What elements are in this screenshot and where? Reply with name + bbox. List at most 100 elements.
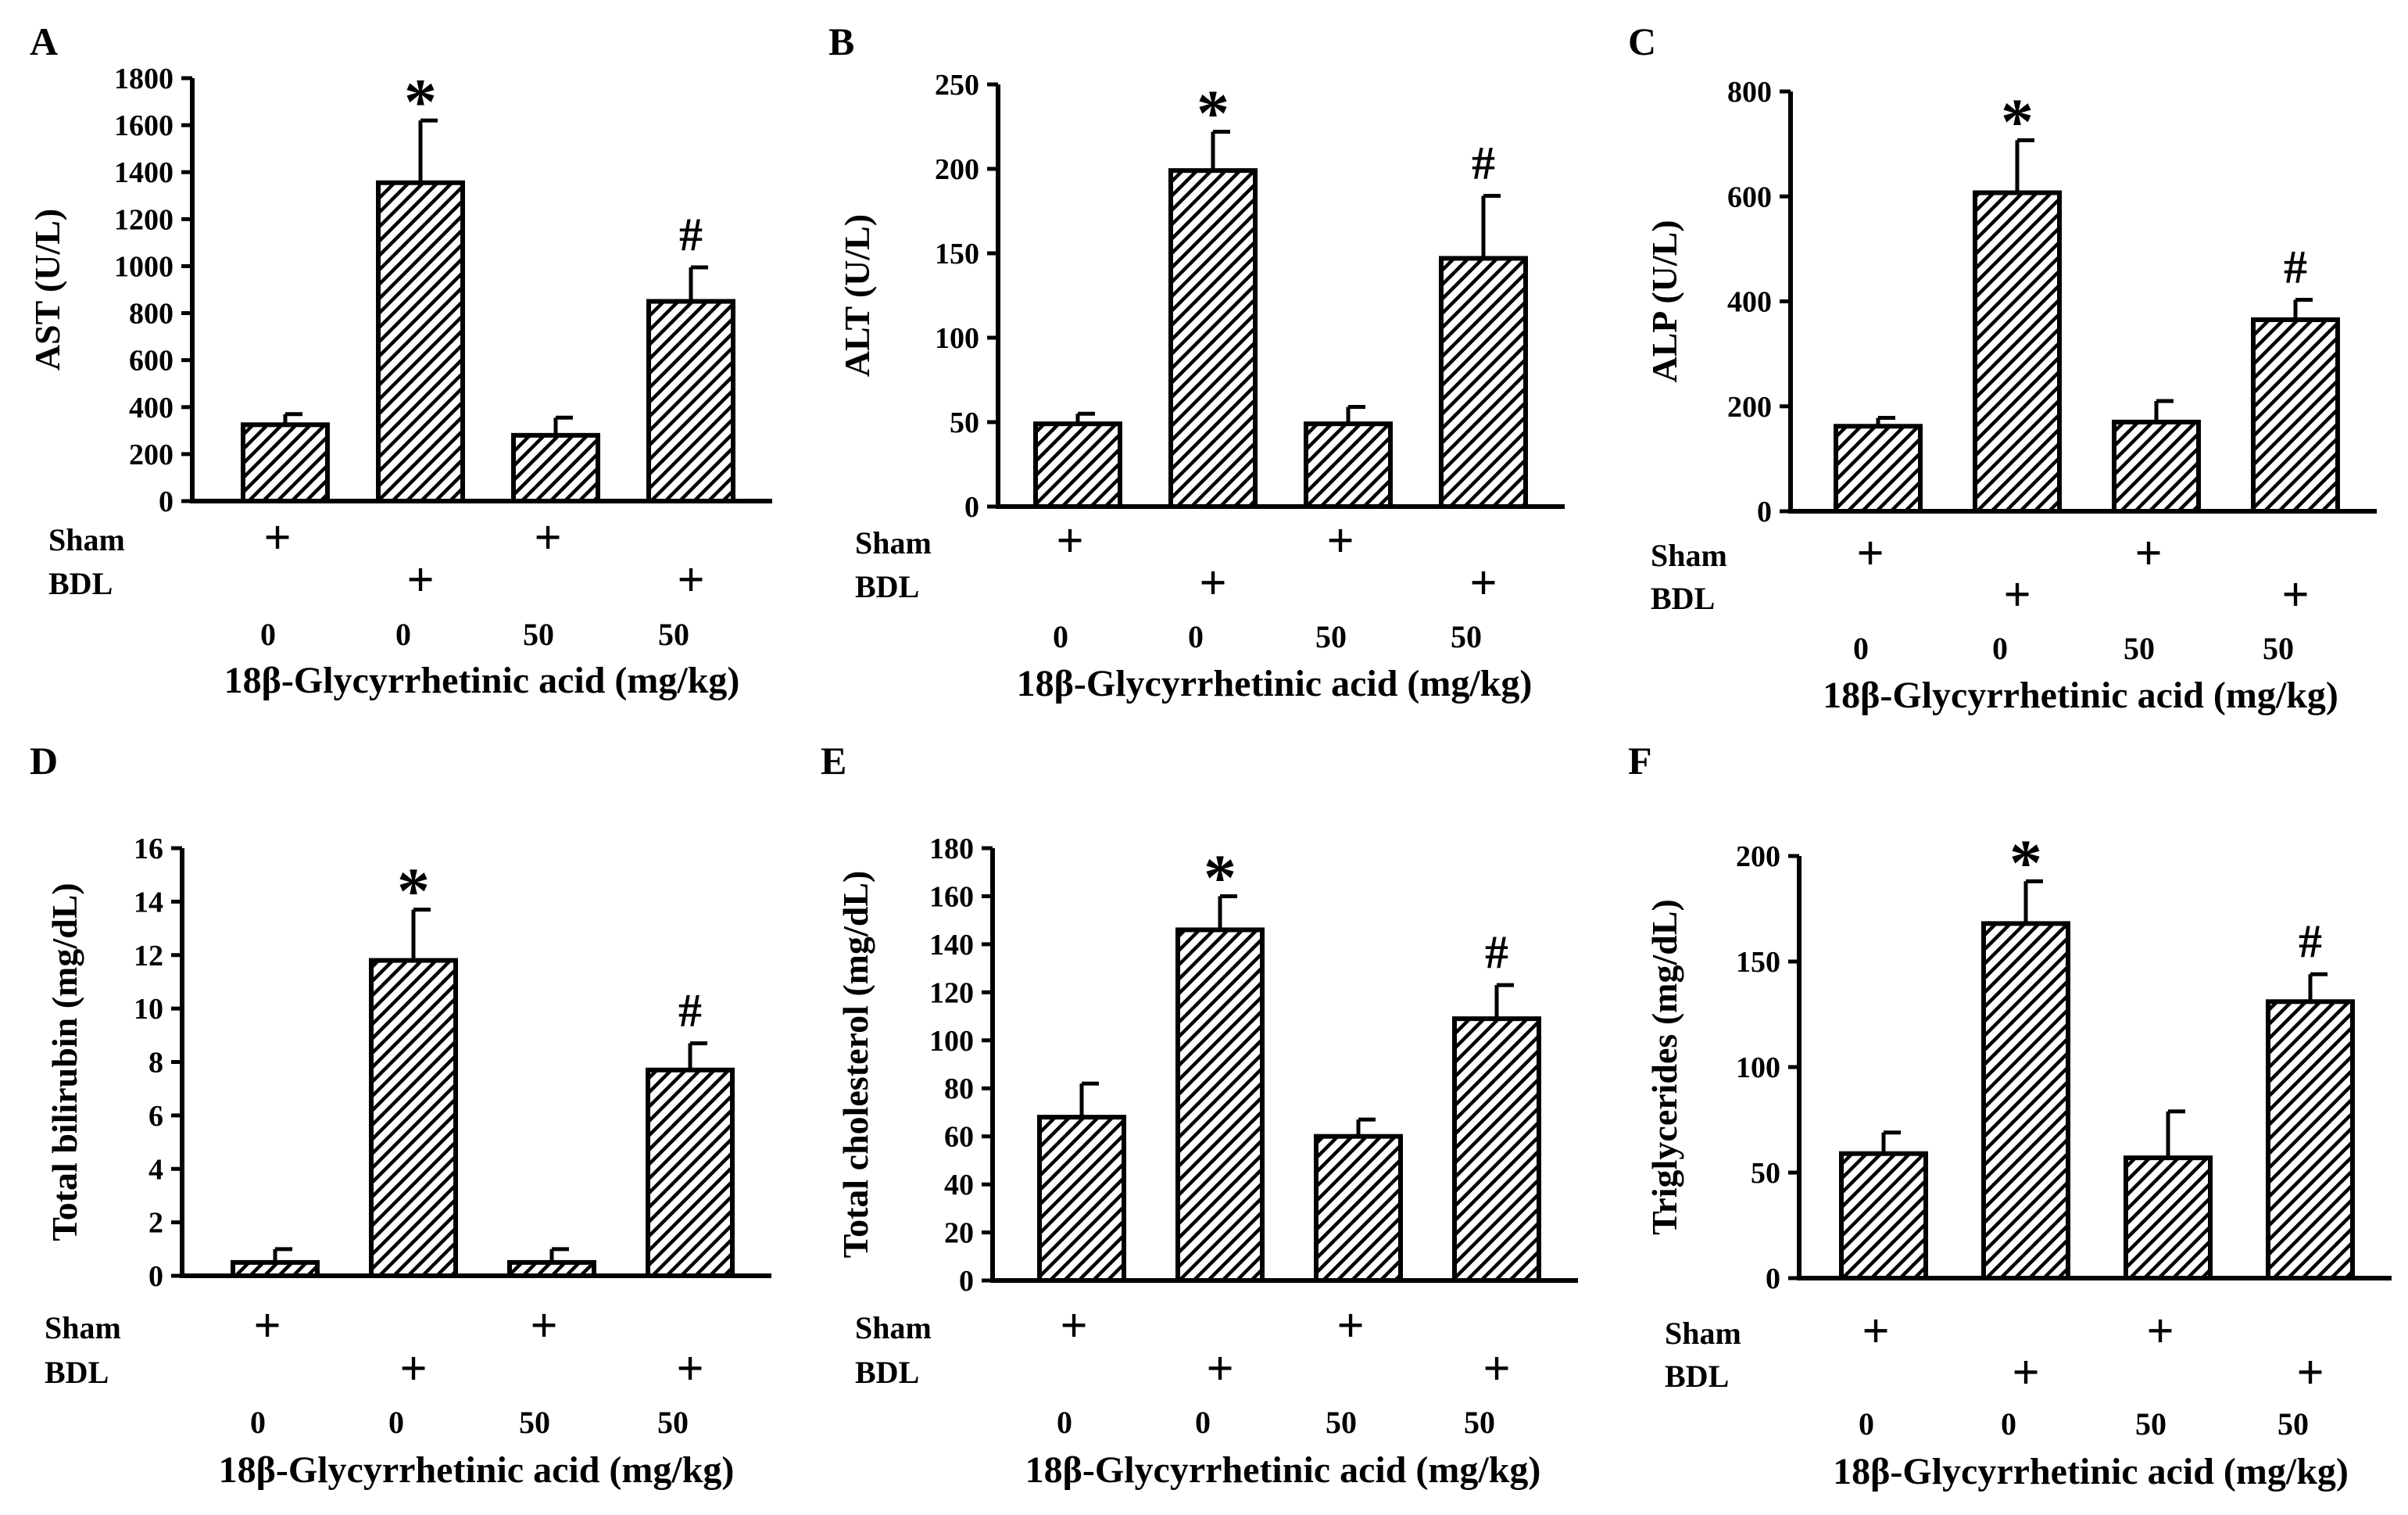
dose-label: 50 [658,617,689,652]
bar-group-1 [241,422,330,504]
significance-star: * [1197,77,1229,149]
row-label-bdl: BDL [45,1355,109,1390]
dose-label: 0 [1188,619,1204,654]
significance-hash: # [1485,926,1508,978]
y-tick-label: 1000 [114,250,174,283]
bar-group-4 [1439,256,1528,509]
x-axis-title: 18β-Glycyrrhetinic acid (mg/kg) [1833,1451,2349,1492]
y-axis-title: Triglycerides (mg/dL) [1644,899,1684,1235]
bdl-plus: + [2012,1346,2039,1399]
bdl-plus: + [1206,1342,1233,1395]
y-tick-label: 150 [935,238,979,270]
y-tick-label: 16 [134,833,163,865]
dose-label: 50 [1464,1405,1495,1440]
sham-plus: + [2134,527,2162,580]
y-tick-label: 0 [964,491,979,524]
chart-panel-c: C 0 200 400 600 800 ALP (U/L) +0 * +0 +50 # +50 Sham B… [1628,20,2377,716]
y-tick-label: 50 [950,407,979,439]
bdl-plus: + [2003,568,2031,621]
y-tick-label: 6 [148,1100,163,1133]
bdl-plus: + [399,1342,427,1395]
significance-hash: # [2284,241,2307,292]
row-label-sham: Sham [1651,538,1727,573]
bdl-plus: + [1469,557,1497,610]
y-tick-label: 200 [129,439,174,471]
bar-group-4 [646,1067,735,1278]
panel-letter: B [828,20,854,63]
dose-label: 50 [519,1405,550,1440]
y-tick-label: 0 [148,1260,163,1293]
dose-label: 50 [2124,631,2155,666]
y-tick-label: 100 [929,1025,974,1058]
dose-label: 0 [1057,1405,1072,1440]
row-label-sham: Sham [48,522,125,557]
y-axis-title: Total bilirubin (mg/dL) [45,883,84,1241]
y-tick-label: 200 [935,153,979,186]
y-tick-label: 250 [935,69,979,102]
bdl-plus: + [2296,1346,2324,1399]
y-tick-label: 4 [148,1153,163,1186]
row-label-sham: Sham [855,1310,932,1345]
row-label-bdl: BDL [1651,581,1715,616]
y-tick-label: 0 [1757,496,1772,528]
y-tick-label: 0 [1766,1262,1780,1295]
x-axis-title: 18β-Glycyrrhetinic acid (mg/kg) [224,660,740,701]
y-tick-label: 14 [134,886,163,919]
y-tick-label: 12 [134,940,163,972]
chart-panel-d: D 0 2 4 6 8 10 12 14 16 Total bilirubin (mg/dL) +0 *… [30,739,771,1491]
y-tick-label: 60 [944,1121,974,1154]
y-tick-label: 100 [1736,1051,1780,1084]
dose-label: 0 [250,1405,266,1440]
bar-group-3 [2124,1155,2213,1280]
bdl-plus: + [2281,568,2309,621]
panel-letter: E [821,739,846,783]
panel-letter: F [1628,739,1652,783]
y-axis-title: AST (U/L) [27,209,67,371]
y-tick-label: 120 [929,976,974,1009]
bar-group-3 [2112,419,2201,514]
bar-group-4 [2251,317,2340,514]
y-tick-label: 1400 [114,156,174,189]
y-axis-title: Total cholesterol (mg/dL) [835,871,875,1259]
chart-panel-b: B 0 50 100 150 200 250 ALT (U/L) +0 * +0 +50 # +50 Sha… [828,20,1565,704]
y-tick-label: 80 [944,1073,974,1105]
dose-label: 0 [1195,1405,1211,1440]
dose-label: 50 [2263,631,2294,666]
y-tick-label: 40 [944,1169,974,1202]
dose-label: 0 [1053,619,1068,654]
bar-group-3 [1304,421,1393,509]
sham-plus: + [1862,1305,1889,1358]
sham-plus: + [1056,514,1083,568]
sham-plus: + [1336,1299,1364,1352]
dose-label: 0 [260,617,276,652]
row-label-bdl: BDL [855,569,919,604]
y-tick-label: 1200 [114,203,174,236]
y-tick-label: 2 [148,1207,163,1240]
y-tick-label: 800 [1727,76,1772,109]
significance-hash: # [2299,915,2322,967]
chart-panel-e: E 0 20 40 60 80 100 120 140 160 180 Total cholester… [821,739,1578,1491]
y-tick-label: 20 [944,1217,974,1250]
y-tick-label: 150 [1736,946,1780,979]
bar-group-1 [1033,421,1122,509]
x-axis-title: 18β-Glycyrrhetinic acid (mg/kg) [219,1449,735,1491]
bar-group-3 [507,1259,596,1278]
dose-label: 50 [657,1405,689,1440]
y-tick-label: 180 [929,833,974,865]
y-tick-label: 8 [148,1047,163,1080]
sham-plus: + [253,1299,281,1352]
significance-star: * [397,855,430,928]
significance-star: * [2009,826,2042,899]
bar-group-1 [231,1259,320,1278]
y-tick-label: 400 [129,392,174,424]
dose-label: 0 [2001,1406,2016,1442]
row-label-sham: Sham [855,525,932,561]
panel-letter: C [1628,20,1656,63]
y-tick-label: 100 [935,322,979,355]
x-axis-title: 18β-Glycyrrhetinic acid (mg/kg) [1025,1449,1541,1491]
dose-label: 0 [388,1405,404,1440]
y-tick-label: 600 [129,345,174,378]
bar-group-3 [1314,1134,1403,1283]
bar-group-2 [369,958,458,1279]
